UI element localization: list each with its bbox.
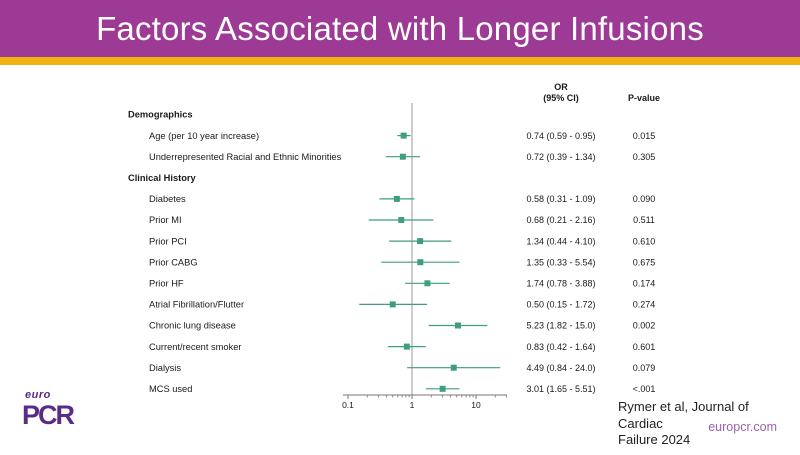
row-label: Diabetes <box>149 194 186 204</box>
group-header-label: Demographics <box>128 110 193 120</box>
or-ci-value: 0.74 (0.59 - 0.95) <box>526 131 595 141</box>
p-value: 0.079 <box>633 363 656 373</box>
or-ci-value: 0.58 (0.31 - 1.09) <box>526 194 595 204</box>
or-marker <box>403 343 410 350</box>
p-value: 0.305 <box>633 152 656 162</box>
or-ci-value: 4.49 (0.84 - 24.0) <box>526 363 595 373</box>
row-label: Prior CABG <box>149 257 198 267</box>
group-header-label: Clinical History <box>128 173 197 183</box>
row-label: Chronic lung disease <box>149 321 236 331</box>
or-marker <box>389 301 396 308</box>
or-marker <box>398 217 405 223</box>
row-label: Current/recent smoker <box>149 342 241 352</box>
row-label: Prior HF <box>149 279 184 289</box>
column-header-or-line1: OR <box>554 82 568 92</box>
row-label: Prior MI <box>149 215 182 225</box>
or-ci-value: 3.01 (1.65 - 5.51) <box>526 384 595 394</box>
or-ci-value: 5.23 (1.82 - 15.0) <box>526 321 595 331</box>
column-header-or-line2: (95% CI) <box>543 93 579 103</box>
x-tick-label: 1 <box>410 400 415 410</box>
p-value: 0.090 <box>633 194 656 204</box>
or-marker <box>417 238 424 245</box>
x-tick-label: 0.1 <box>342 400 354 410</box>
or-marker <box>417 259 424 266</box>
row-label: Underrepresented Racial and Ethnic Minor… <box>149 152 342 162</box>
gold-stripe <box>0 57 800 65</box>
citation-line2: Failure 2024 <box>618 432 691 447</box>
p-value: <.001 <box>633 384 656 394</box>
p-value: 0.002 <box>633 321 656 331</box>
column-header-pvalue: P-value <box>627 93 660 103</box>
p-value: 0.610 <box>633 236 656 246</box>
or-marker <box>439 385 446 392</box>
or-ci-value: 1.34 (0.44 - 4.10) <box>526 236 595 246</box>
logo-euro-text: euro <box>25 389 51 401</box>
p-value: 0.174 <box>633 279 656 289</box>
or-marker <box>450 364 457 371</box>
page-title: Factors Associated with Longer Infusions <box>96 9 704 47</box>
or-ci-value: 0.72 (0.39 - 1.34) <box>526 152 595 162</box>
or-ci-value: 0.68 (0.21 - 2.16) <box>526 215 595 225</box>
or-marker <box>393 195 400 202</box>
p-value: 0.675 <box>633 257 656 267</box>
p-value: 0.274 <box>633 300 656 310</box>
row-label: Atrial Fibrillation/Flutter <box>149 300 244 310</box>
x-tick-label: 10 <box>471 400 481 410</box>
europcr-logo: euro PCR <box>22 390 92 429</box>
p-value: 0.511 <box>633 215 655 225</box>
or-marker <box>399 153 406 160</box>
or-marker <box>454 322 461 329</box>
column-header-or: OR (95% CI) <box>521 82 601 104</box>
p-value: 0.015 <box>633 131 656 141</box>
or-ci-value: 0.83 (0.42 - 1.64) <box>526 342 595 352</box>
row-label: Dialysis <box>149 363 181 373</box>
or-marker <box>424 280 431 287</box>
row-label: Prior PCI <box>149 236 187 246</box>
row-label: Age (per 10 year increase) <box>149 131 259 141</box>
or-ci-value: 1.74 (0.78 - 3.88) <box>526 279 595 289</box>
or-ci-value: 0.50 (0.15 - 1.72) <box>526 300 595 310</box>
or-marker <box>400 132 407 139</box>
website-link[interactable]: europcr.com <box>708 420 777 434</box>
p-value: 0.601 <box>633 342 656 352</box>
citation: Rymer et al, Journal of Cardiac Failure … <box>618 399 788 449</box>
header-bar: Factors Associated with Longer Infusions <box>0 0 800 57</box>
or-ci-value: 1.35 (0.33 - 5.54) <box>526 257 595 267</box>
row-label: MCS used <box>149 384 192 394</box>
logo-pcr-text: PCR <box>22 400 75 430</box>
citation-line1: Rymer et al, Journal of Cardiac <box>618 399 749 431</box>
